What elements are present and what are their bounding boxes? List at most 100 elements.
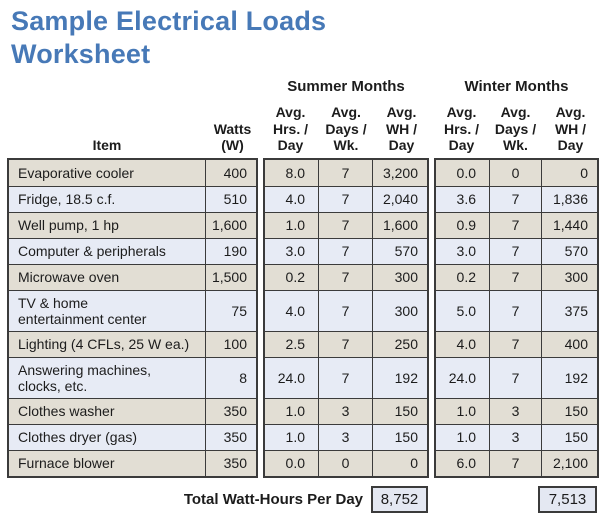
summer-days-cell: 3 bbox=[318, 398, 372, 424]
winter-wh-cell: 0 bbox=[541, 159, 597, 186]
watts-cell: 350 bbox=[205, 398, 256, 424]
summer-wh-cell: 300 bbox=[372, 290, 427, 331]
winter-months-header: Winter Months bbox=[464, 77, 569, 95]
winter-wh-cell: 192 bbox=[541, 357, 597, 398]
summer-days-cell: 7 bbox=[318, 331, 372, 357]
winter-wh-cell: 375 bbox=[541, 290, 597, 331]
winter-wh-cell: 300 bbox=[541, 264, 597, 290]
table-row-winter: 0.2 7 300 bbox=[436, 263, 597, 290]
table-row-summer: 24.0 7 192 bbox=[265, 356, 427, 398]
summer-wh-cell: 3,200 bbox=[372, 159, 427, 186]
summer-block: 8.0 7 3,200 4.0 7 2,040 1.0 7 1,600 3.0 7 570 0.2 7 30… bbox=[263, 157, 429, 478]
winter-columns-header-group: Avg. Hrs. / Day Avg. Days / Wk. Avg. WH … bbox=[434, 104, 599, 154]
summer-wh-cell: 150 bbox=[372, 398, 427, 424]
summer-avg-days-header: Avg. Days / Wk. bbox=[325, 104, 367, 154]
winter-wh-cell: 150 bbox=[541, 424, 597, 450]
table-row-winter: 1.0 3 150 bbox=[436, 423, 597, 450]
item-cell: Clothes washer bbox=[18, 403, 115, 420]
winter-days-cell: 7 bbox=[489, 264, 541, 290]
winter-wh-cell: 2,100 bbox=[541, 450, 597, 476]
table-row-winter: 6.0 7 2,100 bbox=[436, 449, 597, 476]
summer-hrs-cell: 4.0 bbox=[285, 302, 305, 319]
item-cell: Evaporative cooler bbox=[18, 164, 134, 181]
winter-days-cell: 7 bbox=[489, 331, 541, 357]
summer-hrs-cell: 0.0 bbox=[285, 455, 305, 472]
table-row-winter: 5.0 7 375 bbox=[436, 289, 597, 331]
summer-hrs-cell: 8.0 bbox=[285, 164, 305, 181]
winter-hrs-cell: 0.0 bbox=[456, 164, 476, 181]
summer-days-cell: 7 bbox=[318, 186, 372, 212]
table-row-summer: 4.0 7 300 bbox=[265, 289, 427, 331]
winter-days-cell: 3 bbox=[489, 424, 541, 450]
summer-columns-header-group: Avg. Hrs. / Day Avg. Days / Wk. Avg. WH … bbox=[263, 104, 429, 154]
group-header-row: Summer Months Winter Months bbox=[7, 78, 601, 96]
watts-cell: 1,600 bbox=[205, 212, 256, 238]
item-column-header: Item bbox=[92, 137, 122, 154]
column-header-row: Item Watts (W) Avg. Hrs. / Day Avg. Days… bbox=[7, 104, 601, 154]
summer-days-cell: 0 bbox=[318, 450, 372, 476]
table-row: TV & home entertainment center 75 bbox=[9, 289, 256, 331]
summer-days-cell: 7 bbox=[318, 212, 372, 238]
summer-wh-cell: 2,040 bbox=[372, 186, 427, 212]
summer-days-cell: 7 bbox=[318, 357, 372, 398]
watts-cell: 100 bbox=[205, 331, 256, 357]
watts-cell: 350 bbox=[205, 424, 256, 450]
table-row: Fridge, 18.5 c.f. 510 bbox=[9, 185, 256, 212]
winter-days-cell: 7 bbox=[489, 357, 541, 398]
winter-days-cell: 3 bbox=[489, 398, 541, 424]
table-row-summer: 1.0 3 150 bbox=[265, 423, 427, 450]
winter-days-cell: 7 bbox=[489, 186, 541, 212]
table-row-winter: 1.0 3 150 bbox=[436, 397, 597, 424]
winter-days-cell: 7 bbox=[489, 290, 541, 331]
winter-avg-wh-header: Avg. WH / Day bbox=[554, 104, 587, 154]
summer-wh-cell: 1,600 bbox=[372, 212, 427, 238]
total-label: Total Watt-Hours Per Day bbox=[183, 490, 363, 508]
winter-hrs-cell: 24.0 bbox=[448, 369, 476, 386]
summer-wh-cell: 192 bbox=[372, 357, 427, 398]
table-row-winter: 4.0 7 400 bbox=[436, 330, 597, 357]
watts-column-header: Watts (W) bbox=[213, 120, 252, 154]
winter-avg-days-header: Avg. Days / Wk. bbox=[494, 104, 537, 154]
item-cell: Fridge, 18.5 c.f. bbox=[18, 191, 116, 208]
winter-wh-cell: 1,836 bbox=[541, 186, 597, 212]
table-row: Furnace blower 350 bbox=[9, 449, 256, 476]
watts-cell: 8 bbox=[205, 357, 256, 398]
table-row-summer: 8.0 7 3,200 bbox=[265, 159, 427, 186]
table-row-summer: 4.0 7 2,040 bbox=[265, 185, 427, 212]
watts-cell: 75 bbox=[205, 290, 256, 331]
table-row-winter: 3.6 7 1,836 bbox=[436, 185, 597, 212]
table-row-summer: 1.0 3 150 bbox=[265, 397, 427, 424]
winter-wh-cell: 400 bbox=[541, 331, 597, 357]
winter-hrs-cell: 6.0 bbox=[456, 455, 476, 472]
table-row: Evaporative cooler 400 bbox=[9, 159, 256, 186]
summer-hrs-cell: 4.0 bbox=[285, 191, 305, 208]
table-row-summer: 1.0 7 1,600 bbox=[265, 211, 427, 238]
item-cell: Well pump, 1 hp bbox=[18, 217, 119, 234]
table-row-winter: 0.9 7 1,440 bbox=[436, 211, 597, 238]
summer-avg-wh-header: Avg. WH / Day bbox=[385, 104, 418, 154]
page-title: Sample Electrical Loads Worksheet bbox=[11, 6, 327, 69]
summer-wh-cell: 250 bbox=[372, 331, 427, 357]
winter-days-cell: 7 bbox=[489, 212, 541, 238]
winter-hrs-cell: 1.0 bbox=[456, 429, 476, 446]
winter-wh-cell: 570 bbox=[541, 238, 597, 264]
summer-hrs-cell: 0.2 bbox=[285, 269, 305, 286]
table-row: Clothes dryer (gas) 350 bbox=[9, 423, 256, 450]
summer-hrs-cell: 3.0 bbox=[285, 243, 305, 260]
summer-days-cell: 7 bbox=[318, 159, 372, 186]
table-row: Lighting (4 CFLs, 25 W ea.) 100 bbox=[9, 330, 256, 357]
worksheet-table: Evaporative cooler 400 Fridge, 18.5 c.f. 51… bbox=[7, 157, 601, 478]
winter-hrs-cell: 4.0 bbox=[456, 336, 476, 353]
summer-wh-cell: 300 bbox=[372, 264, 427, 290]
summer-hrs-cell: 24.0 bbox=[277, 369, 305, 386]
summer-hrs-cell: 1.0 bbox=[285, 217, 305, 234]
group-header-spacer bbox=[7, 78, 258, 96]
item-cell: TV & home entertainment center bbox=[18, 294, 147, 327]
summer-hrs-cell: 2.5 bbox=[285, 336, 305, 353]
summer-months-header: Summer Months bbox=[287, 77, 405, 95]
table-row: Microwave oven 1,500 bbox=[9, 263, 256, 290]
table-row: Computer & peripherals 190 bbox=[9, 237, 256, 264]
winter-hrs-cell: 3.0 bbox=[456, 243, 476, 260]
table-row: Well pump, 1 hp 1,600 bbox=[9, 211, 256, 238]
summer-days-cell: 3 bbox=[318, 424, 372, 450]
